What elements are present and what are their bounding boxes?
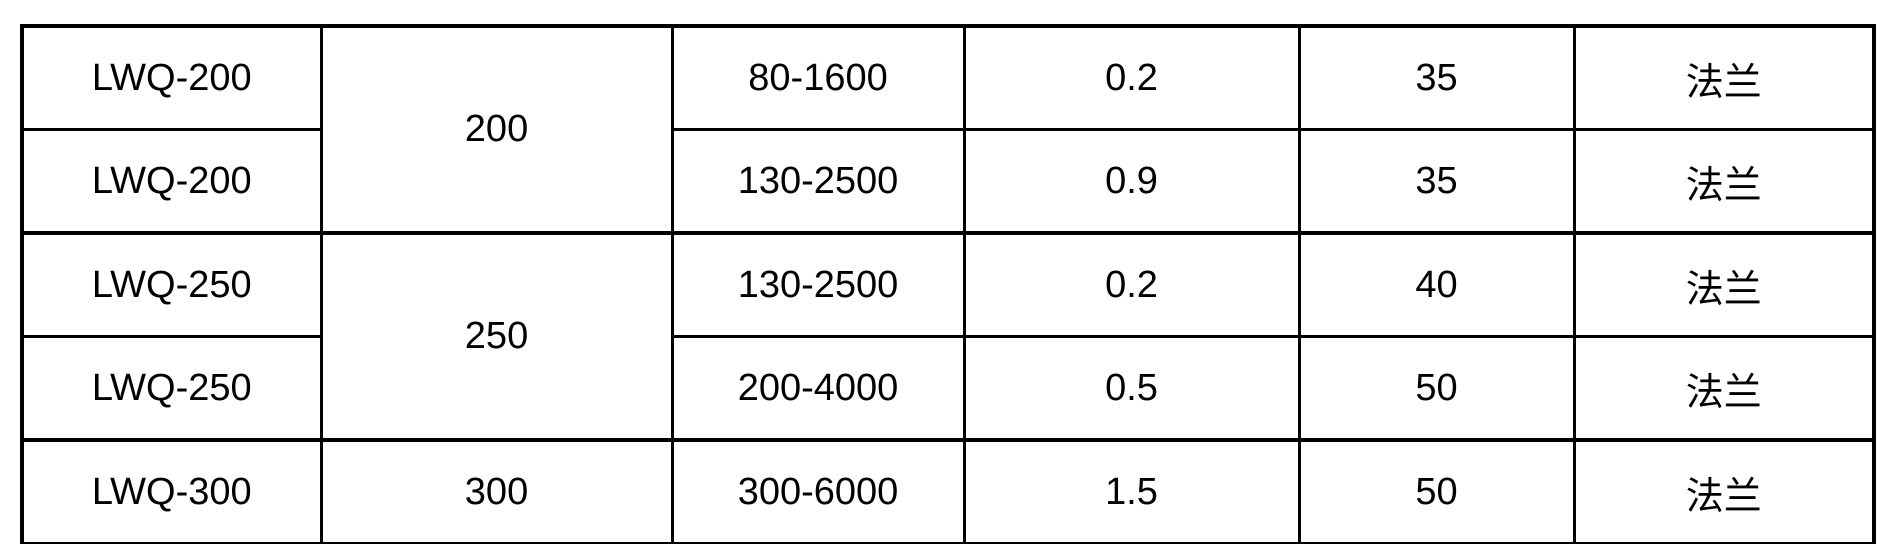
cell-value-2: 35 [1297,24,1576,131]
cell-model: LWQ-250 [20,335,323,442]
cell-model: LWQ-200 [20,24,323,131]
cell-nominal-size: 250 [319,231,674,442]
cell-model: LWQ-300 [20,438,323,544]
cell-value-2: 40 [1297,231,1576,338]
cell-range: 200-4000 [670,335,966,442]
cell-value-1: 1.5 [962,438,1301,544]
cell-value-2: 50 [1297,335,1576,442]
cell-connection: 法兰 [1572,24,1876,131]
cell-model: LWQ-200 [20,128,323,235]
cell-connection: 法兰 [1572,438,1876,544]
cell-value-1: 0.2 [962,231,1301,338]
cell-connection: 法兰 [1572,335,1876,442]
cell-value-1: 0.5 [962,335,1301,442]
cell-value-1: 0.9 [962,128,1301,235]
cell-nominal-size: 300 [319,438,674,544]
table-row: LWQ-300 300 300-6000 1.5 50 法兰 [20,438,1876,544]
cell-connection: 法兰 [1572,128,1876,235]
cell-range: 130-2500 [670,128,966,235]
cell-model: LWQ-250 [20,231,323,338]
cell-nominal-size: 200 [319,24,674,235]
cell-connection: 法兰 [1572,231,1876,338]
spec-table: LWQ-200 200 80-1600 0.2 35 法兰 LWQ-200 13… [20,24,1876,544]
table-row: LWQ-200 200 80-1600 0.2 35 法兰 [20,24,1876,235]
cell-value-2: 35 [1297,128,1576,235]
cell-range: 300-6000 [670,438,966,544]
cell-value-2: 50 [1297,438,1576,544]
table-row: LWQ-200 130-2500 0.9 35 法兰 [20,128,1876,235]
table-row: LWQ-250 250 130-2500 0.2 40 法兰 [20,231,1876,442]
table-row: LWQ-250 200-4000 0.5 50 法兰 [20,335,1876,442]
cell-range: 80-1600 [670,24,966,131]
cell-value-1: 0.2 [962,24,1301,131]
cell-range: 130-2500 [670,231,966,338]
